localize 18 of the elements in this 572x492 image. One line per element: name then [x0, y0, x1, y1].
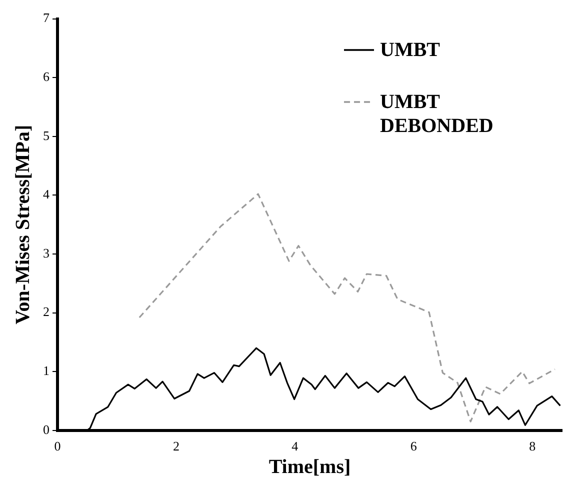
- y-tick-label: 6: [43, 69, 50, 84]
- x-tick-label: 4: [292, 438, 299, 454]
- y-tick-label: 4: [43, 186, 50, 202]
- y-tick-label: 2: [43, 304, 50, 320]
- x-tick-label: 8: [529, 438, 536, 454]
- y-tick-label: 0: [43, 422, 50, 437]
- line-series: [138, 193, 556, 422]
- y-tick-label: 5: [43, 128, 50, 143]
- x-axis-title: Time[ms]: [268, 456, 351, 478]
- legend-label: UMBT DEBONDED: [380, 90, 494, 138]
- y-tick-label: 1: [43, 363, 50, 378]
- x-tick-label: 6: [410, 438, 418, 454]
- x-tick-label: 0: [54, 438, 61, 454]
- y-tick-label: 7: [43, 10, 50, 26]
- y-axis-title: Von-Mises Stress[MPa]: [12, 124, 34, 324]
- legend-label: UMBT: [380, 38, 441, 62]
- y-tick-label: 3: [43, 245, 50, 260]
- x-tick-label: 2: [172, 438, 180, 454]
